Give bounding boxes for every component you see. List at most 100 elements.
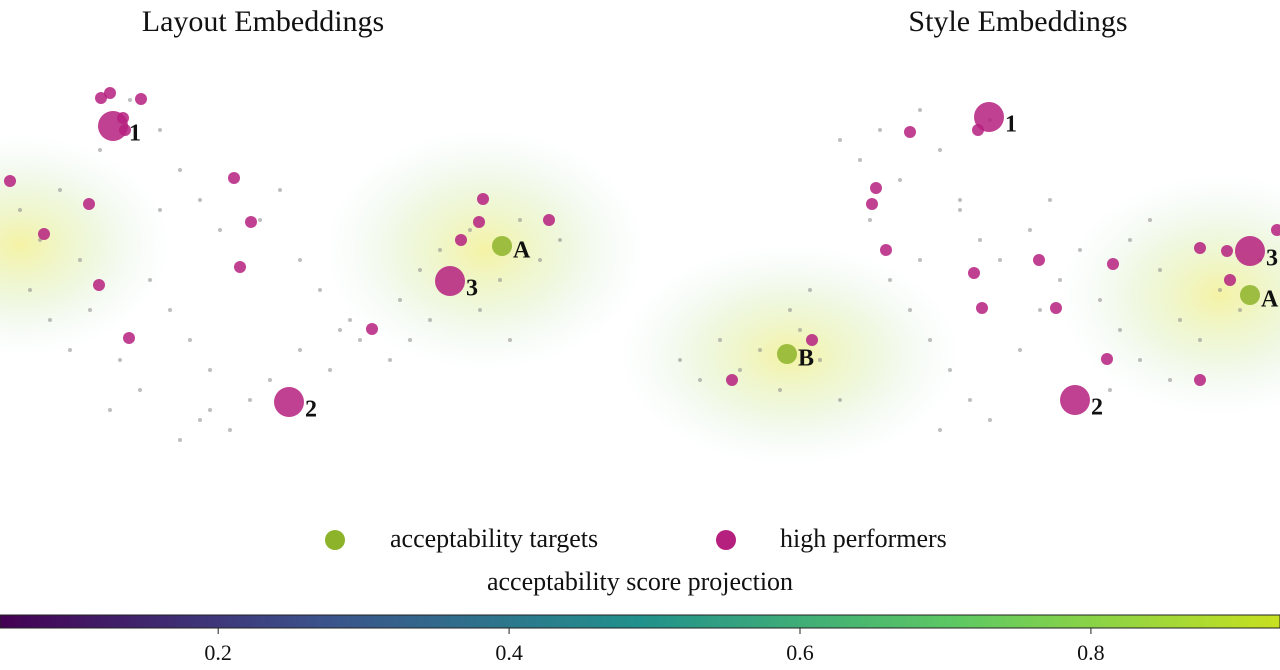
highlight-point xyxy=(726,374,738,386)
embedding-point xyxy=(928,338,932,342)
highlight-point xyxy=(1194,374,1206,386)
embedding-point xyxy=(478,308,482,312)
embedding-point xyxy=(908,308,912,312)
point-label: 1 xyxy=(129,121,141,147)
embedding-point xyxy=(1178,318,1182,322)
embedding-point xyxy=(108,408,112,412)
embedding-point xyxy=(838,138,842,142)
embedding-point xyxy=(788,308,792,312)
highlight-point xyxy=(274,387,304,417)
embedding-point xyxy=(338,328,342,332)
chart-title: Layout Embeddings xyxy=(142,5,384,38)
embedding-point xyxy=(938,428,942,432)
point-label: B xyxy=(798,346,814,372)
highlight-point xyxy=(968,267,980,279)
embedding-point xyxy=(58,188,62,192)
embedding-point xyxy=(938,148,942,152)
highlight-point xyxy=(870,182,882,194)
embedding-point xyxy=(298,348,302,352)
embedding-point xyxy=(958,198,962,202)
legend-label: acceptability targets xyxy=(390,524,598,553)
embedding-point xyxy=(348,318,352,322)
tick-label: 0.8 xyxy=(1077,640,1105,665)
embedding-point xyxy=(1218,288,1222,292)
embedding-point xyxy=(1158,268,1162,272)
embedding-point xyxy=(868,218,872,222)
highlight-point xyxy=(135,93,147,105)
embedding-point xyxy=(398,298,402,302)
embedding-point xyxy=(88,308,92,312)
highlight-point xyxy=(976,302,988,314)
embedding-point xyxy=(318,288,322,292)
embedding-point xyxy=(158,208,162,212)
embedding-point xyxy=(198,418,202,422)
legend-marker xyxy=(716,530,736,550)
embedding-point xyxy=(178,168,182,172)
highlight-point xyxy=(234,261,246,273)
embedding-point xyxy=(508,338,512,342)
score-projection xyxy=(0,130,1280,465)
embedding-point xyxy=(438,248,442,252)
highlight-point xyxy=(1194,242,1206,254)
embedding-point xyxy=(518,218,522,222)
embedding-point xyxy=(888,278,892,282)
embedding-point xyxy=(418,268,422,272)
point-label: 1 xyxy=(1005,112,1017,138)
embedding-point xyxy=(178,438,182,442)
embedding-point xyxy=(998,258,1002,262)
embedding-point xyxy=(898,178,902,182)
highlight-point xyxy=(904,126,916,138)
embedding-point xyxy=(68,348,72,352)
highlight-point xyxy=(1271,224,1280,236)
colorbar-label: acceptability score projection xyxy=(487,567,793,596)
embedding-point xyxy=(1128,238,1132,242)
embedding-point xyxy=(98,148,102,152)
heat-region xyxy=(325,130,645,370)
embedding-point xyxy=(1108,388,1112,392)
embedding-point xyxy=(198,198,202,202)
point-label: 2 xyxy=(1091,395,1103,421)
plots: A 1 2 3 A B 1 2 3 xyxy=(4,87,1280,442)
embedding-point xyxy=(918,258,922,262)
highlight-point xyxy=(4,175,16,187)
embedding-point xyxy=(428,318,432,322)
legend-marker xyxy=(325,530,345,550)
embedding-point xyxy=(538,258,542,262)
highlight-point xyxy=(974,102,1004,132)
embedding-point xyxy=(1238,308,1242,312)
highlight-point xyxy=(1235,236,1265,266)
highlight-point xyxy=(473,216,485,228)
embedding-point xyxy=(298,258,302,262)
embedding-point xyxy=(1058,278,1062,282)
embedding-point xyxy=(208,408,212,412)
embedding-point xyxy=(678,358,682,362)
embedding-point xyxy=(918,108,922,112)
point-label: A xyxy=(513,238,531,264)
point-label: A xyxy=(1261,287,1279,313)
highlight-point xyxy=(455,234,467,246)
highlight-point xyxy=(123,332,135,344)
highlight-point xyxy=(1221,245,1233,257)
highlight-point xyxy=(866,198,878,210)
embedding-point xyxy=(1148,218,1152,222)
embedding-point xyxy=(218,228,222,232)
embedding-point xyxy=(1098,298,1102,302)
embedding-point xyxy=(838,398,842,402)
embedding-point xyxy=(18,208,22,212)
highlight-point xyxy=(435,266,465,296)
embedding-point xyxy=(258,218,262,222)
point-label: 3 xyxy=(466,276,478,302)
highlight-point xyxy=(98,111,128,141)
highlight-point xyxy=(1060,385,1090,415)
embedding-point xyxy=(1118,328,1122,332)
embedding-point xyxy=(558,238,562,242)
heat-region xyxy=(1060,175,1280,415)
highlight-point xyxy=(492,236,512,256)
embedding-point xyxy=(698,378,702,382)
embedding-point xyxy=(718,338,722,342)
embedding-point xyxy=(948,368,952,372)
embedding-point xyxy=(278,188,282,192)
embedding-point xyxy=(118,358,122,362)
embedding-point xyxy=(978,238,982,242)
